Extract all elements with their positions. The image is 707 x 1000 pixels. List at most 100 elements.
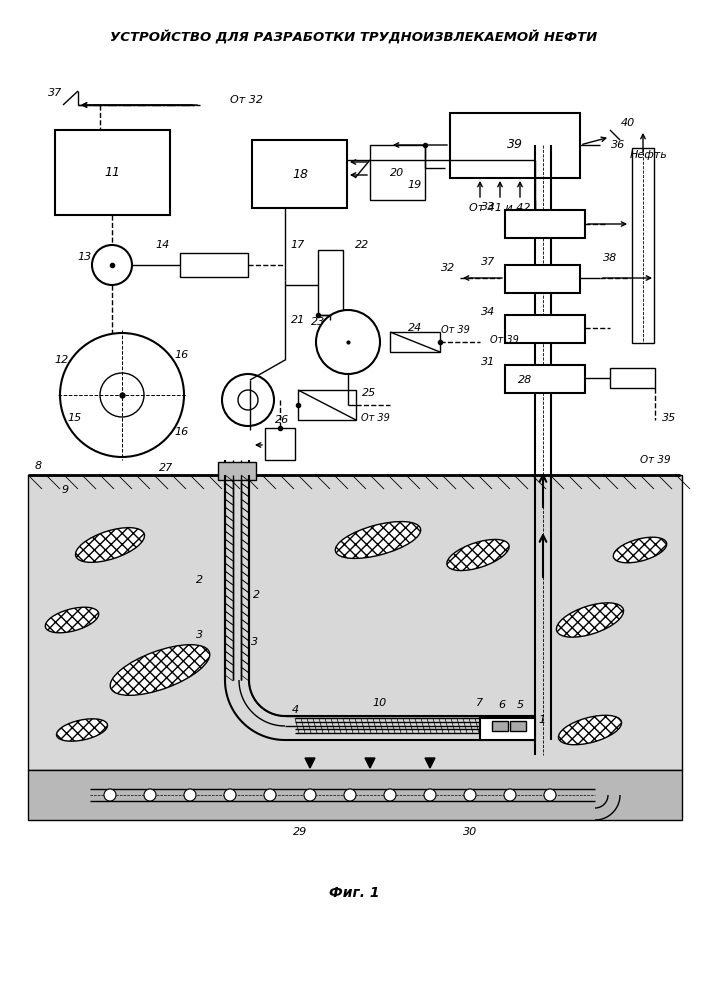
Circle shape [222, 374, 274, 426]
Text: 39: 39 [507, 138, 523, 151]
Text: 35: 35 [662, 413, 677, 423]
Text: 7: 7 [477, 698, 484, 708]
Text: От 39: От 39 [490, 335, 519, 345]
Text: 25: 25 [362, 388, 376, 398]
Ellipse shape [57, 719, 107, 741]
Text: 27: 27 [159, 463, 173, 473]
Text: От 39: От 39 [361, 413, 390, 423]
Circle shape [224, 789, 236, 801]
Text: 37: 37 [481, 257, 495, 267]
Ellipse shape [110, 645, 210, 695]
Text: 3: 3 [197, 630, 204, 640]
Text: 4: 4 [291, 705, 298, 715]
Circle shape [184, 789, 196, 801]
Bar [28, 770, 682, 820]
Text: УСТРОЙСТВО ДЛЯ РАЗРАБОТКИ ТРУДНОИЗВЛЕКАЕМОЙ НЕФТИ: УСТРОЙСТВО ДЛЯ РАЗРАБОТКИ ТРУДНОИЗВЛЕКАЕ… [110, 30, 597, 44]
Text: 9: 9 [62, 485, 69, 495]
Text: 26: 26 [275, 415, 289, 425]
Bar [318, 250, 343, 315]
Text: 28: 28 [518, 375, 532, 385]
Circle shape [238, 390, 258, 410]
Circle shape [316, 310, 380, 374]
Circle shape [424, 789, 436, 801]
Circle shape [464, 789, 476, 801]
Text: 6: 6 [498, 700, 506, 710]
Text: От 39: От 39 [640, 455, 671, 465]
Circle shape [100, 373, 144, 417]
Text: 3: 3 [252, 637, 259, 647]
Text: От 39: От 39 [440, 325, 469, 335]
Text: 21: 21 [291, 315, 305, 325]
Circle shape [504, 789, 516, 801]
Text: 31: 31 [481, 357, 495, 367]
Text: 13: 13 [78, 252, 92, 262]
Bar [492, 721, 508, 731]
Text: 24: 24 [408, 323, 422, 333]
Text: Нефть: Нефть [630, 150, 667, 160]
Bar [505, 315, 585, 343]
Text: Фиг. 1: Фиг. 1 [329, 886, 379, 900]
Bar [505, 265, 580, 293]
Circle shape [304, 789, 316, 801]
Ellipse shape [335, 522, 421, 558]
Circle shape [60, 333, 184, 457]
Bar [252, 140, 347, 208]
Bar [298, 390, 356, 420]
Bar [505, 210, 585, 238]
Circle shape [104, 789, 116, 801]
Circle shape [92, 245, 132, 285]
Circle shape [344, 789, 356, 801]
Bar [55, 130, 170, 215]
Bar [370, 145, 425, 200]
Text: 10: 10 [373, 698, 387, 708]
Text: 32: 32 [440, 263, 455, 273]
Text: 33: 33 [481, 202, 495, 212]
Text: 18: 18 [292, 167, 308, 180]
Bar [180, 253, 248, 277]
Ellipse shape [45, 607, 99, 633]
Text: От 41 и 42: От 41 и 42 [469, 203, 531, 213]
Ellipse shape [613, 537, 667, 563]
Text: 22: 22 [355, 240, 369, 250]
Polygon shape [365, 758, 375, 768]
Text: 34: 34 [481, 307, 495, 317]
Text: 2: 2 [197, 575, 204, 585]
Bar [480, 718, 535, 740]
Ellipse shape [447, 539, 509, 571]
Circle shape [144, 789, 156, 801]
Text: 30: 30 [463, 827, 477, 837]
Bar [390, 332, 440, 352]
Bar [510, 721, 526, 731]
Text: 1: 1 [539, 715, 546, 725]
Ellipse shape [76, 528, 144, 562]
Text: 16: 16 [175, 427, 189, 437]
Text: 29: 29 [293, 827, 307, 837]
Text: 2: 2 [253, 590, 261, 600]
Text: 8: 8 [35, 461, 42, 471]
Circle shape [264, 789, 276, 801]
Text: 17: 17 [291, 240, 305, 250]
Text: От 32: От 32 [230, 95, 263, 105]
Text: 11: 11 [104, 165, 120, 178]
Ellipse shape [559, 715, 621, 745]
Text: 37: 37 [48, 88, 62, 98]
Circle shape [384, 789, 396, 801]
Text: 14: 14 [156, 240, 170, 250]
Bar [265, 428, 295, 460]
Polygon shape [305, 758, 315, 768]
Text: 19: 19 [408, 180, 422, 190]
Text: 15: 15 [68, 413, 82, 423]
Bar [505, 365, 585, 393]
Text: 12: 12 [55, 355, 69, 365]
Text: 23: 23 [311, 317, 325, 327]
Bar [450, 113, 580, 178]
Ellipse shape [556, 603, 624, 637]
Text: 20: 20 [390, 168, 404, 178]
Circle shape [544, 789, 556, 801]
Bar [218, 462, 256, 480]
Text: 38: 38 [603, 253, 617, 263]
Text: 5: 5 [516, 700, 524, 710]
Text: 40: 40 [621, 118, 635, 128]
Bar [610, 368, 655, 388]
Text: 36: 36 [611, 140, 625, 150]
